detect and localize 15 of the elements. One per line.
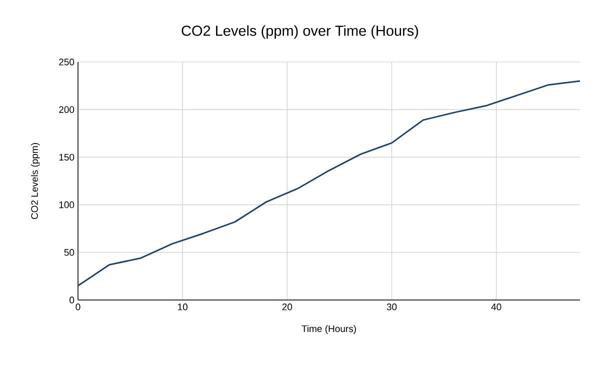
x-tick-label: 30 xyxy=(386,304,397,310)
line-series xyxy=(77,80,581,286)
x-axis-title: Time (Hours) xyxy=(302,325,356,334)
x-tick-label: 10 xyxy=(178,304,188,310)
y-tick-label: 50 xyxy=(64,249,74,256)
x-tick-label: 40 xyxy=(491,304,502,310)
y-tick-label: 250 xyxy=(59,58,74,66)
y-axis-title: CO2 Levels (ppm) xyxy=(30,143,40,220)
y-tick-label: 0 xyxy=(70,296,74,304)
x-tick-label: 0 xyxy=(76,304,80,310)
y-tick-label: 100 xyxy=(59,201,74,208)
x-tick-label: 20 xyxy=(282,304,292,310)
chart-title: CO2 Levels (ppm) over Time (Hours) xyxy=(182,25,418,39)
y-tick-label: 150 xyxy=(59,154,74,161)
y-tick-label: 200 xyxy=(59,106,74,113)
